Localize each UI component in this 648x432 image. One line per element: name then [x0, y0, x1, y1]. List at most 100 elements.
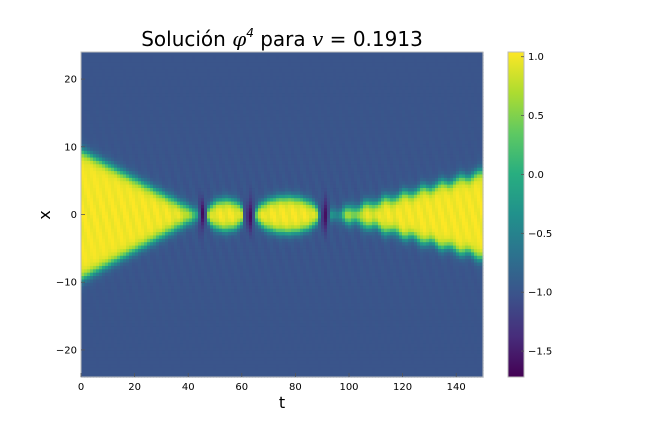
heatmap-cell: [144, 261, 148, 266]
heatmap-cell: [192, 75, 196, 80]
heatmap-cell: [192, 326, 196, 331]
heatmap-cell: [165, 282, 169, 287]
heatmap-cell: [213, 244, 217, 249]
heatmap-cell: [138, 339, 142, 344]
heatmap-cell: [105, 68, 109, 73]
heatmap-cell: [180, 305, 184, 310]
heatmap-cell: [234, 265, 238, 270]
heatmap-cell: [231, 332, 235, 337]
heatmap-cell: [144, 170, 148, 175]
heatmap-cell: [210, 292, 214, 297]
heatmap-cell: [222, 184, 226, 189]
heatmap-cell: [123, 329, 127, 334]
heatmap-cell: [201, 373, 205, 378]
heatmap-cell: [180, 302, 184, 307]
heatmap-cell: [162, 224, 166, 229]
heatmap-cell: [204, 373, 208, 378]
heatmap-cell: [189, 99, 193, 104]
heatmap-cell: [216, 82, 220, 87]
heatmap-cell: [135, 68, 139, 73]
heatmap-cell: [156, 52, 160, 56]
heatmap-cell: [201, 160, 205, 165]
heatmap-cell: [162, 89, 166, 94]
heatmap-cell: [192, 251, 196, 256]
heatmap-cell: [189, 343, 193, 348]
heatmap-cell: [174, 214, 178, 219]
heatmap-cell: [126, 126, 130, 131]
heatmap-cell: [165, 89, 169, 94]
heatmap-cell: [111, 285, 115, 290]
heatmap-cell: [195, 332, 199, 337]
heatmap-cell: [132, 136, 136, 141]
heatmap-cell: [111, 370, 115, 375]
heatmap-cell: [135, 353, 139, 358]
heatmap-cell: [99, 272, 103, 277]
heatmap-cell: [198, 89, 202, 94]
heatmap-cell: [99, 265, 103, 270]
heatmap-cell: [177, 285, 181, 290]
heatmap-cell: [228, 102, 232, 107]
heatmap-cell: [132, 79, 136, 84]
heatmap-cell: [180, 163, 184, 168]
heatmap-cell: [84, 322, 88, 327]
heatmap-cell: [141, 62, 145, 67]
heatmap-cell: [123, 231, 127, 236]
heatmap-cell: [123, 129, 127, 134]
heatmap-cell: [123, 332, 127, 337]
heatmap-cell: [135, 214, 139, 219]
heatmap-cell: [159, 332, 163, 337]
heatmap-cell: [162, 258, 166, 263]
heatmap-cell: [150, 360, 154, 365]
heatmap-cell: [219, 173, 223, 178]
heatmap-cell: [168, 275, 172, 280]
heatmap-cell: [213, 163, 217, 168]
heatmap-cell: [99, 167, 103, 172]
heatmap-cell: [138, 234, 142, 239]
heatmap-cell: [102, 68, 106, 73]
heatmap-cell: [108, 265, 112, 270]
heatmap-cell: [87, 197, 91, 202]
heatmap-cell: [234, 339, 238, 344]
heatmap-cell: [138, 238, 142, 243]
heatmap-cell: [183, 156, 187, 161]
heatmap-cell: [228, 129, 232, 134]
heatmap-cell: [198, 251, 202, 256]
heatmap-cell: [111, 197, 115, 202]
heatmap-cell: [162, 265, 166, 270]
heatmap-cell: [198, 238, 202, 243]
heatmap-cell: [141, 150, 145, 155]
heatmap-cell: [105, 299, 109, 304]
heatmap-cell: [156, 65, 160, 70]
heatmap-cell: [201, 119, 205, 124]
heatmap-cell: [189, 112, 193, 117]
heatmap-cell: [201, 370, 205, 375]
heatmap-cell: [192, 136, 196, 141]
heatmap-cell: [114, 214, 118, 219]
heatmap-cell: [144, 62, 148, 67]
heatmap-cell: [105, 96, 109, 100]
heatmap-cell: [183, 211, 187, 216]
heatmap-cell: [117, 163, 121, 168]
heatmap-cell: [93, 99, 97, 104]
heatmap-cell: [225, 322, 229, 327]
heatmap-cell: [237, 370, 241, 375]
heatmap-cell: [195, 248, 199, 253]
heatmap-cell: [87, 58, 91, 63]
heatmap-cell: [126, 305, 130, 310]
heatmap-cell: [84, 52, 88, 56]
heatmap-cell: [102, 173, 106, 178]
heatmap-cell: [177, 288, 181, 293]
heatmap-cell: [120, 184, 124, 189]
heatmap-cell: [165, 82, 169, 87]
heatmap-cell: [156, 62, 160, 67]
heatmap-cell: [180, 177, 184, 182]
heatmap-cell: [210, 228, 214, 233]
heatmap-cell: [132, 119, 136, 124]
heatmap-cell: [144, 319, 148, 324]
heatmap-cell: [180, 336, 184, 341]
heatmap-cell: [129, 167, 133, 172]
heatmap-cell: [153, 356, 157, 361]
heatmap-cell: [204, 194, 208, 199]
heatmap-cell: [171, 146, 175, 151]
heatmap-cell: [189, 200, 193, 205]
